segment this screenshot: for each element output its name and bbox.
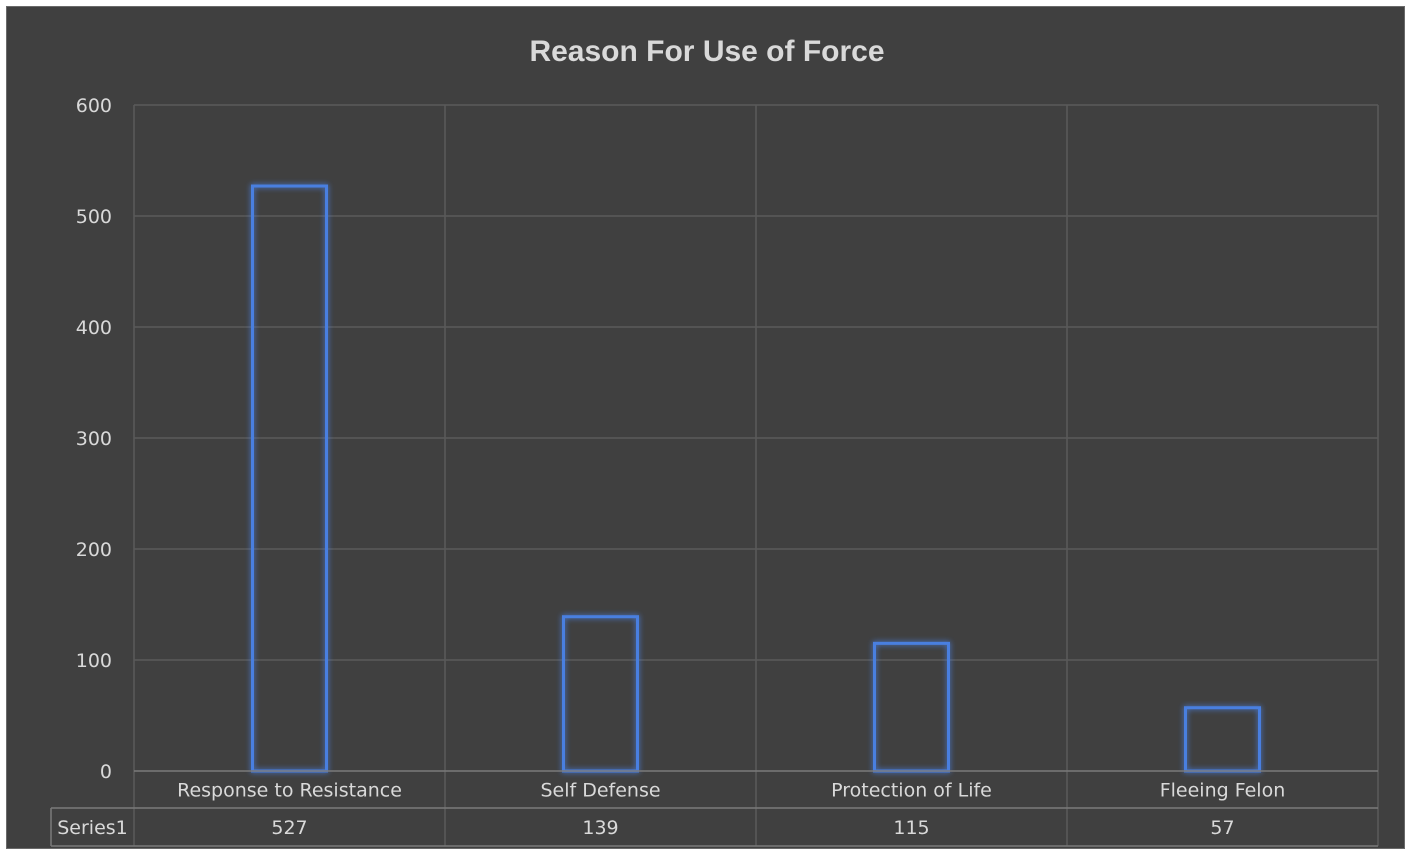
category-label-2: Protection of Life bbox=[831, 780, 992, 802]
series-name-label: Series1 bbox=[57, 817, 128, 839]
data-value-1: 139 bbox=[582, 817, 618, 839]
y-tick-label-200: 200 bbox=[76, 539, 112, 561]
y-tick-label-400: 400 bbox=[76, 317, 112, 339]
data-value-3: 57 bbox=[1210, 817, 1234, 839]
category-label-1: Self Defense bbox=[540, 780, 660, 802]
category-label-3: Fleeing Felon bbox=[1160, 780, 1286, 802]
bar-1 bbox=[562, 615, 639, 773]
y-tick-label-600: 600 bbox=[76, 95, 112, 117]
y-tick-label-100: 100 bbox=[76, 650, 112, 672]
bar-0 bbox=[251, 184, 328, 773]
y-tick-label-0: 0 bbox=[100, 761, 112, 783]
y-axis: 0 100 200 300 400 500 600 bbox=[76, 95, 112, 783]
chart-frame: Reason For Use of Force 0 100 200 300 400 500… bbox=[6, 6, 1405, 849]
chart-svg: Reason For Use of Force 0 100 200 300 400 500… bbox=[50, 35, 1379, 847]
data-value-2: 115 bbox=[893, 817, 929, 839]
chart-title: Reason For Use of Force bbox=[529, 35, 884, 68]
y-tick-label-500: 500 bbox=[76, 206, 112, 228]
data-value-0: 527 bbox=[271, 817, 307, 839]
category-label-0: Response to Resistance bbox=[177, 780, 402, 802]
grid-layer bbox=[133, 104, 1379, 846]
y-tick-label-300: 300 bbox=[76, 428, 112, 450]
data-table: Response to Resistance Self Defense Protec… bbox=[50, 770, 1378, 847]
bar-2 bbox=[873, 641, 950, 773]
bar-3 bbox=[1184, 706, 1261, 773]
